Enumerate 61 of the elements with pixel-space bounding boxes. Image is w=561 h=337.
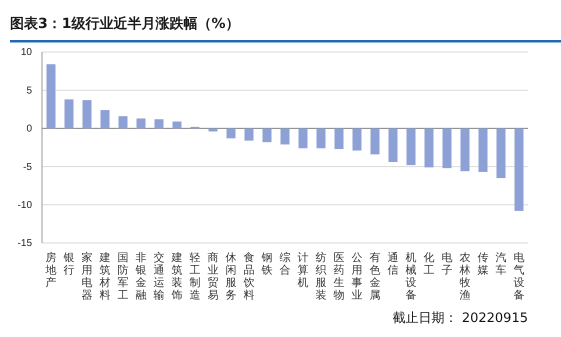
- x-tick-label: 休闲服务: [226, 251, 236, 302]
- x-tick-label: 食品饮料: [242, 251, 254, 302]
- x-tick-label: 汽车: [496, 251, 506, 276]
- bar: [262, 128, 272, 142]
- chart-title: 图表3：1级行业近半月涨跌幅（%）: [10, 15, 240, 32]
- x-tick-label: 电子: [442, 251, 452, 276]
- x-tick-label: 轻工制造: [190, 251, 200, 302]
- bar: [64, 99, 74, 128]
- bar: [334, 128, 344, 150]
- x-tick-label: 家用电器: [82, 251, 92, 302]
- bar: [118, 116, 128, 128]
- x-tick-label: 公用事业: [352, 251, 362, 302]
- x-tick-label: 非银金融: [134, 251, 146, 302]
- bar: [478, 128, 488, 172]
- x-tick-label: 建筑材料: [98, 251, 110, 302]
- x-tick-label: 医药生物: [334, 251, 344, 302]
- y-tick-label: -15: [18, 238, 32, 250]
- bar: [424, 128, 434, 168]
- x-tick-label: 有色金属: [370, 251, 380, 302]
- bar: [226, 128, 236, 138]
- bar: [352, 128, 362, 151]
- x-tick-label: 通信: [388, 251, 398, 276]
- bar: [46, 64, 56, 128]
- bar: [244, 128, 254, 141]
- bar: [172, 122, 182, 128]
- y-tick-label: -10: [18, 200, 32, 211]
- y-tick-label: 5: [26, 85, 32, 96]
- bar: [496, 128, 506, 178]
- bar: [82, 100, 92, 128]
- y-tick-label: 10: [20, 47, 32, 58]
- y-tick-label: 0: [26, 124, 32, 135]
- x-tick-label: 传媒: [478, 251, 488, 276]
- x-tick-label: 综合: [280, 251, 290, 276]
- bar: [514, 128, 524, 211]
- bar: [460, 128, 470, 172]
- text: 截止日期： 20220915: [392, 311, 528, 326]
- x-tick-label: 建筑装饰: [170, 251, 182, 302]
- bar: [280, 128, 290, 144]
- bar: [136, 118, 146, 128]
- x-tick-label: 机械设备: [406, 251, 416, 302]
- bar: [388, 128, 398, 162]
- bar: [208, 128, 218, 132]
- x-tick-label: 纺织服装: [316, 251, 326, 302]
- x-tick-label: 电气设备: [514, 251, 524, 302]
- x-tick-label: 化工: [424, 251, 434, 276]
- bar: [100, 110, 110, 128]
- x-tick-label: 农林牧渔: [458, 251, 470, 302]
- x-tick-label: 银行: [62, 251, 74, 276]
- bar: [406, 128, 416, 166]
- y-tick-label: -5: [23, 162, 32, 173]
- bar: [298, 128, 308, 148]
- x-tick-label: 交通运输: [154, 251, 164, 302]
- bar: [316, 128, 326, 148]
- bar: [370, 128, 380, 154]
- x-tick-label: 房地产: [44, 251, 56, 289]
- x-tick-label: 钢铁: [260, 251, 272, 276]
- x-tick-label: 商业贸易: [208, 251, 218, 302]
- x-tick-label: 计算机: [298, 251, 308, 289]
- bar: [442, 128, 452, 168]
- bar: [154, 119, 164, 128]
- x-tick-label: 国防军工: [118, 251, 128, 302]
